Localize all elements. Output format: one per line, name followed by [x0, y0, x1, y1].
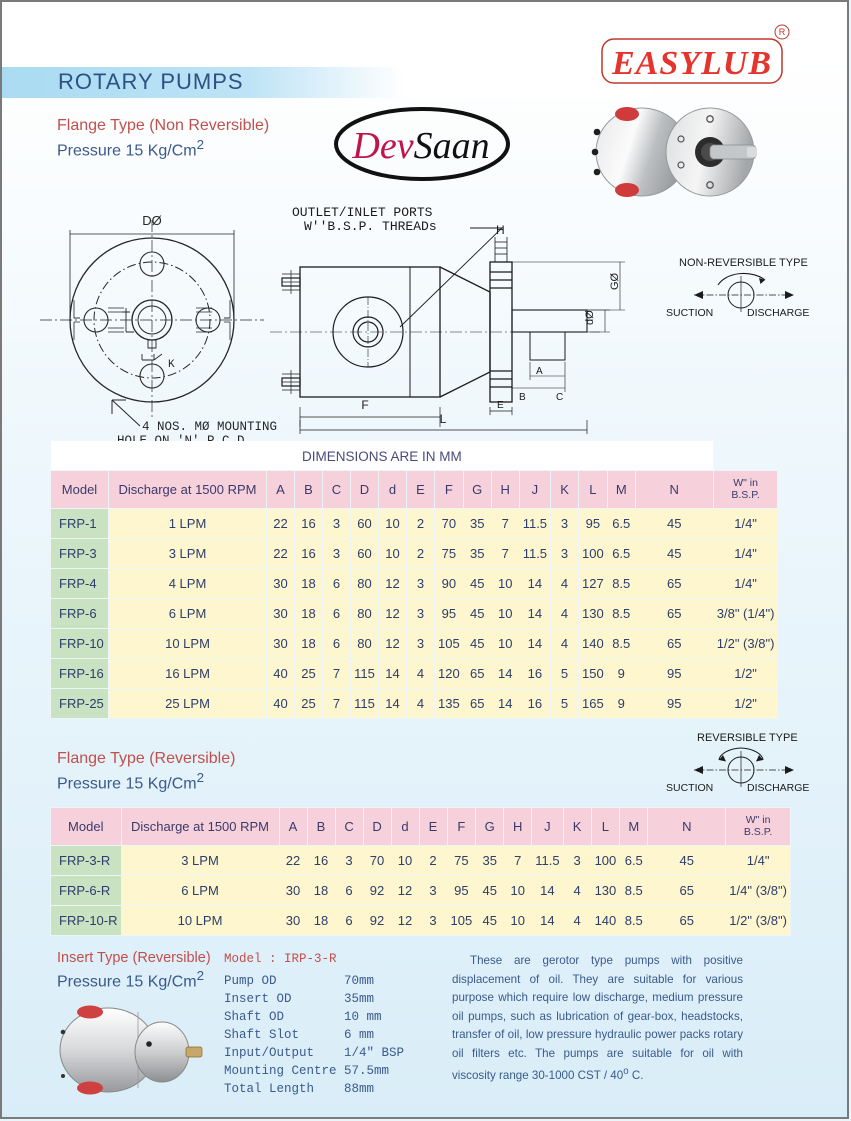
svg-text:NON-REVERSIBLE TYPE: NON-REVERSIBLE TYPE: [679, 257, 808, 269]
svg-text:E: E: [497, 400, 504, 411]
svg-text:dØ: dØ: [584, 310, 596, 325]
svg-text:C: C: [556, 392, 563, 403]
svg-text:DISCHARGE: DISCHARGE: [747, 782, 809, 794]
svg-text:SUCTION: SUCTION: [666, 307, 713, 319]
svg-text:EASYLUB: EASYLUB: [611, 45, 772, 82]
svg-text:4 NOS. MØ MOUNTING: 4 NOS. MØ MOUNTING: [142, 420, 277, 434]
svg-text:OUTLET/INLET PORTS: OUTLET/INLET PORTS: [292, 205, 433, 220]
svg-text:H: H: [496, 223, 505, 237]
svg-text:DISCHARGE: DISCHARGE: [747, 307, 809, 319]
svg-text:K: K: [168, 359, 175, 371]
svg-text:DevSaan: DevSaan: [351, 125, 489, 167]
svg-text:A: A: [536, 366, 543, 377]
svg-text:REVERSIBLE TYPE: REVERSIBLE TYPE: [697, 732, 798, 744]
svg-text:DØ: DØ: [142, 213, 162, 228]
svg-text:SUCTION: SUCTION: [666, 782, 713, 794]
svg-text:W''B.S.P. THREADs: W''B.S.P. THREADs: [304, 219, 437, 234]
svg-text:R: R: [779, 27, 786, 37]
svg-text:F: F: [361, 398, 368, 412]
svg-text:GØ: GØ: [609, 272, 621, 290]
svg-text:L: L: [440, 412, 447, 426]
svg-text:B: B: [519, 392, 526, 403]
